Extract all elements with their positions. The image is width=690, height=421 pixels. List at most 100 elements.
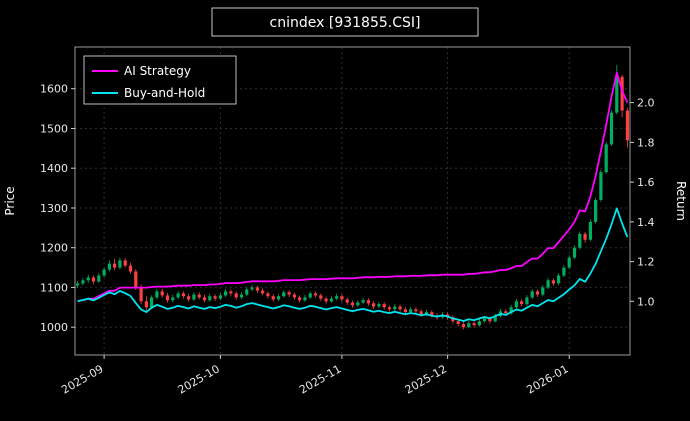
price-tick-label: 1600: [40, 83, 68, 96]
candle-body: [488, 318, 492, 322]
candle-body: [181, 293, 185, 297]
candle-body: [303, 297, 307, 301]
candle-body: [520, 301, 524, 305]
candle-body: [567, 257, 571, 268]
candle-body: [414, 309, 418, 312]
candle-body: [208, 296, 212, 301]
candle-body: [261, 290, 265, 294]
candle-body: [144, 301, 148, 308]
candle-body: [530, 291, 534, 298]
candle-body: [250, 287, 254, 290]
candle-body: [213, 296, 217, 299]
ai-strategy-line: [77, 71, 629, 303]
candle-body: [393, 306, 397, 310]
candle-body: [308, 293, 312, 298]
candle-body: [134, 271, 138, 288]
title-box: [211, 7, 479, 37]
candle-body: [128, 265, 133, 272]
price-tick-label: 1500: [40, 123, 68, 136]
candle-body: [234, 293, 238, 298]
candle-body: [472, 323, 476, 326]
candle-body: [76, 283, 80, 286]
candlestick-layer: [76, 64, 629, 330]
candle-body: [245, 289, 249, 295]
candle-body: [292, 294, 296, 298]
candle-body: [118, 260, 122, 268]
return-tick-label: 1.0: [637, 295, 655, 308]
candle-body: [340, 296, 344, 300]
candle-body: [403, 309, 407, 313]
candle-body: [609, 112, 614, 145]
candle-body: [187, 296, 191, 300]
candle-body: [594, 200, 598, 222]
candle-body: [615, 76, 619, 113]
candle-body: [266, 293, 270, 297]
series-line-layer: [77, 71, 629, 322]
price-tick-label: 1200: [40, 242, 68, 255]
candle-body: [604, 144, 608, 173]
candle-body: [102, 269, 106, 276]
candle-body: [483, 318, 487, 322]
legend-label: Buy-and-Hold: [124, 86, 205, 100]
candle-body: [202, 297, 207, 301]
candle-body: [387, 307, 392, 310]
candle-body: [113, 263, 117, 268]
candle-body: [271, 296, 275, 300]
candle-body: [514, 301, 518, 308]
candle-body: [335, 296, 339, 299]
candle-body: [461, 324, 466, 328]
candle-body: [276, 296, 281, 300]
return-tick-label: 1.2: [637, 256, 655, 269]
candle-body: [467, 323, 471, 328]
candle-body: [324, 298, 328, 302]
candle-body: [572, 247, 577, 258]
candle-body: [86, 277, 90, 281]
price-tick-label: 1100: [40, 281, 68, 294]
candle-body: [356, 302, 360, 306]
candle-body: [583, 233, 587, 240]
candle-body: [192, 294, 196, 300]
buy-and-hold-line: [77, 207, 629, 322]
candle-body: [107, 263, 111, 270]
plot-border: [74, 46, 631, 356]
candle-body: [372, 303, 376, 307]
candle-body: [155, 291, 159, 298]
price-tick-label: 1000: [40, 321, 68, 334]
candle-body: [176, 293, 180, 298]
price-tick-label: 1300: [40, 202, 68, 215]
candle-body: [139, 287, 143, 302]
title-group: cnindex [931855.CSI]: [211, 7, 479, 37]
price-tick-label: 1400: [40, 162, 68, 175]
legend-label: AI Strategy: [124, 64, 191, 78]
candle-body: [419, 311, 423, 315]
candle-body: [229, 291, 233, 294]
candle-body: [424, 312, 429, 315]
candle-body: [171, 297, 175, 301]
return-tick-label: 1.6: [637, 176, 655, 189]
candle-body: [224, 291, 228, 296]
candle-body: [361, 300, 365, 303]
return-axis-label: Return: [674, 181, 688, 221]
candle-body: [329, 298, 333, 302]
candle-body: [546, 280, 550, 288]
candle-body: [239, 294, 244, 298]
candle-body: [123, 260, 127, 266]
candle-body: [319, 295, 323, 299]
legend-box: [83, 55, 237, 105]
candle-body: [165, 295, 170, 301]
candle-body: [599, 172, 603, 200]
candle-body: [382, 304, 386, 308]
candle-body: [562, 267, 566, 276]
chart-title: cnindex [931855.CSI]: [270, 15, 421, 31]
candle-body: [409, 309, 413, 313]
candle-body: [477, 321, 481, 326]
return-tick-label: 1.8: [637, 136, 655, 149]
candle-body: [625, 110, 629, 141]
candle-body: [535, 291, 540, 295]
candle-body: [551, 280, 555, 284]
candle-body: [287, 292, 291, 295]
candle-body: [97, 275, 101, 282]
candle-body: [313, 293, 318, 296]
